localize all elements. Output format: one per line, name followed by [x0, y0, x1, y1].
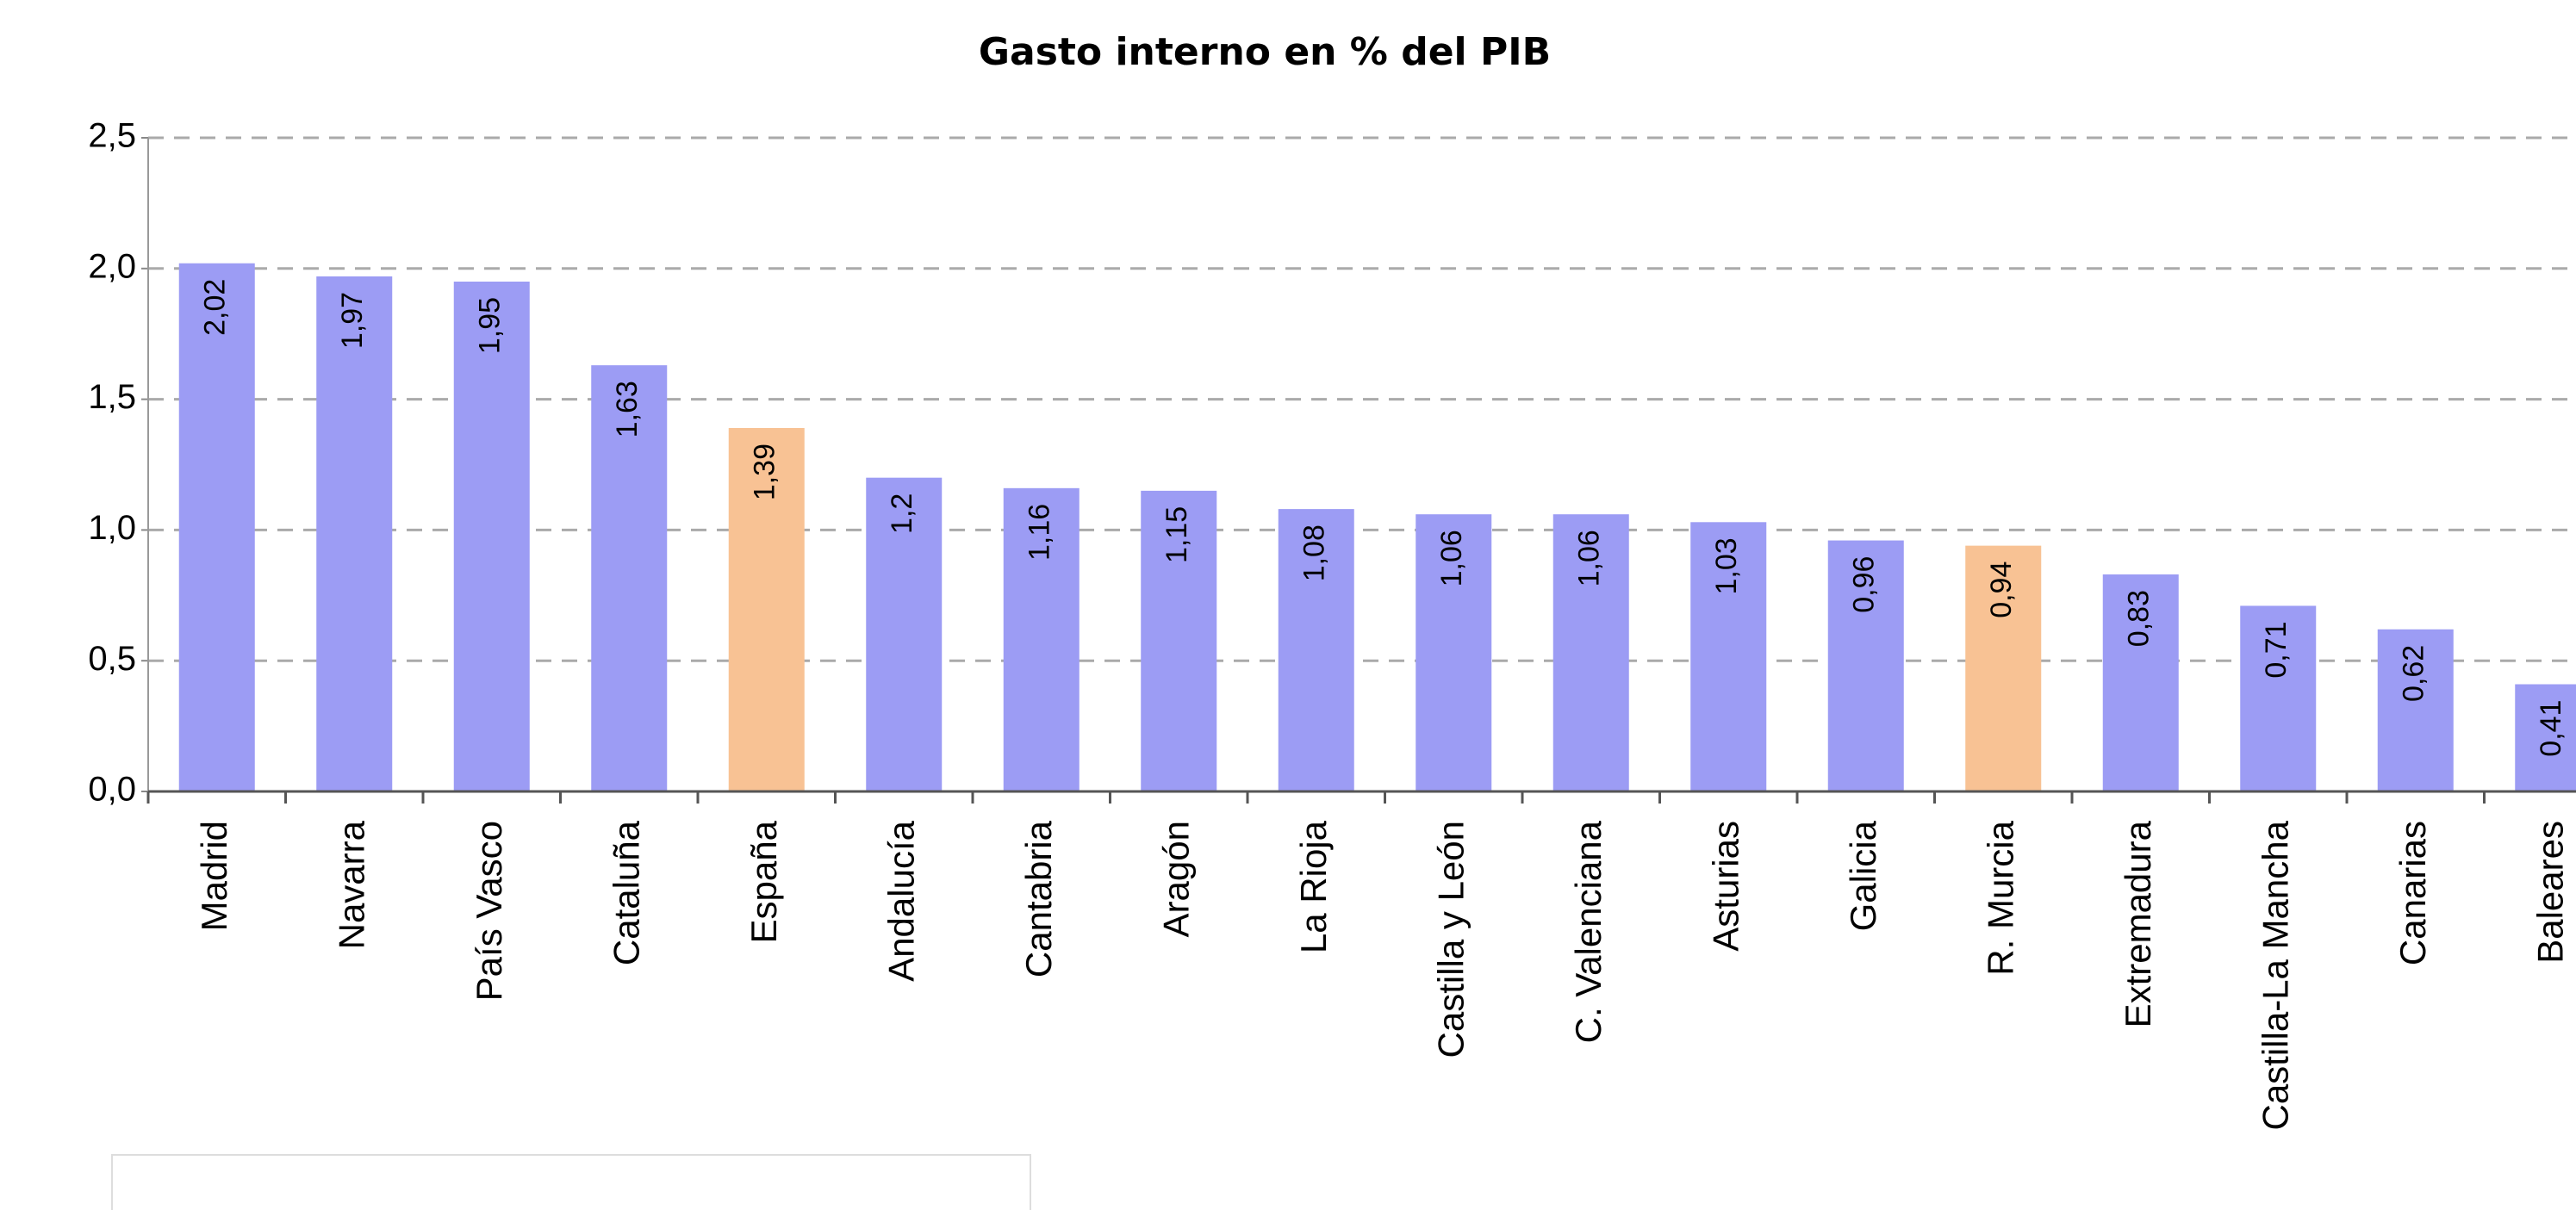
value-label: 0,41: [2535, 700, 2567, 757]
x-tick-label: País Vasco: [469, 821, 509, 1001]
x-tick-label: Aragón: [1155, 821, 1196, 937]
legend-box: [111, 1154, 1031, 1210]
y-tick-label: 1,5: [88, 378, 136, 416]
bar: [1416, 514, 1492, 791]
y-tick-label: 0,5: [88, 640, 136, 678]
bar: [1003, 487, 1080, 791]
bar: [178, 263, 255, 791]
bar: [1827, 540, 1904, 791]
y-tick-label: 2,5: [88, 117, 136, 155]
bar: [1278, 509, 1354, 791]
x-tick-label: Canarias: [2392, 821, 2433, 965]
x-tick-label: Asturias: [1705, 821, 1745, 952]
bar: [1690, 522, 1767, 791]
x-tick-label: Galicia: [1843, 820, 1883, 931]
y-tick-label: 1,0: [88, 509, 136, 547]
value-label: 1,2: [886, 493, 918, 534]
bar: [1965, 545, 2042, 791]
x-tick-label: España: [744, 820, 784, 943]
x-tick-label: Baleares: [2529, 821, 2570, 964]
bar: [453, 281, 530, 792]
value-label: 1,16: [1024, 504, 1056, 561]
bar: [728, 427, 805, 791]
x-tick-label: Andalucía: [880, 820, 921, 981]
x-tick-label: Cataluña: [606, 820, 646, 965]
chart-title: Gasto interno en % del PIB: [979, 30, 1551, 74]
x-tick-label: Madrid: [194, 821, 234, 931]
x-tick-label: Castilla-La Mancha: [2255, 820, 2295, 1130]
bar: [1552, 514, 1629, 791]
value-label: 1,39: [749, 444, 781, 500]
value-label: 0,62: [2398, 645, 2430, 702]
value-label: 1,63: [611, 381, 644, 437]
bar: [316, 276, 393, 792]
value-label: 2,02: [199, 279, 232, 336]
value-label: 1,06: [1573, 530, 1606, 586]
bar: [2515, 684, 2576, 791]
x-tick-label: La Rioja: [1293, 820, 1334, 953]
value-label: 1,97: [336, 292, 369, 349]
x-tick-label: Castilla y León: [1430, 821, 1471, 1058]
value-label: 0,94: [1985, 562, 2018, 618]
bar: [2377, 629, 2454, 791]
y-tick-label: 0,0: [88, 771, 136, 809]
x-tick-label: R. Murcia: [1980, 820, 2020, 975]
bar: [1141, 490, 1217, 791]
value-label: 1,03: [1710, 537, 1743, 594]
value-label: 0,71: [2260, 621, 2293, 678]
x-tick-label: C. Valenciana: [1568, 820, 1608, 1043]
y-tick-label: 2,0: [88, 247, 136, 285]
bar: [591, 365, 668, 791]
value-label: 1,08: [1298, 524, 1331, 581]
value-label: 0,96: [1848, 556, 1881, 613]
bar: [2102, 574, 2179, 791]
value-label: 0,83: [2123, 590, 2156, 647]
value-label: 1,15: [1160, 506, 1193, 563]
x-tick-label: Navarra: [331, 820, 371, 949]
value-label: 1,95: [474, 297, 507, 354]
x-tick-label: Extremadura: [2118, 820, 2158, 1027]
x-tick-label: Cantabria: [1018, 820, 1059, 977]
bar: [2240, 605, 2317, 791]
value-label: 1,06: [1435, 530, 1468, 586]
bar: [866, 477, 943, 791]
